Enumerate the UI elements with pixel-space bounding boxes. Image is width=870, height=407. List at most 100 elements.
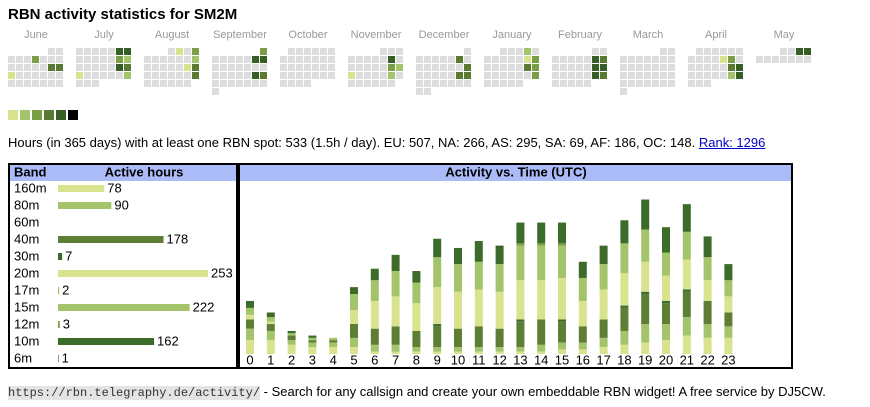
- hour-label: 7: [392, 352, 399, 367]
- day-cell: [116, 48, 123, 55]
- day-cell: [48, 56, 55, 63]
- hour-segment: [474, 351, 483, 354]
- band-hours: 178: [167, 231, 189, 246]
- day-cell: [312, 48, 319, 55]
- day-cell: [320, 48, 327, 55]
- day-cell: [124, 48, 131, 55]
- hour-segment: [308, 337, 317, 341]
- day-cell: [696, 80, 703, 87]
- day-cell: [416, 80, 423, 87]
- hour-segment: [370, 300, 379, 329]
- day-cell: [76, 80, 83, 87]
- day-cell: [620, 56, 627, 63]
- hour-segment: [433, 257, 442, 288]
- day-cell: [92, 80, 99, 87]
- day-cell: [764, 56, 771, 63]
- day-cell: [688, 56, 695, 63]
- hour-segment: [246, 328, 254, 341]
- day-cell: [728, 48, 735, 55]
- hour-segment: [246, 340, 254, 354]
- band-bar: [58, 338, 155, 345]
- hour-segment: [495, 247, 504, 265]
- hour-segment: [682, 335, 691, 354]
- month-label: February: [558, 29, 603, 41]
- hour-segment: [495, 328, 504, 348]
- band-label: 10m: [14, 333, 39, 348]
- hour-segment: [329, 340, 338, 343]
- day-cell: [372, 56, 379, 63]
- day-cell: [288, 64, 295, 71]
- day-cell: [304, 80, 311, 87]
- day-cell: [296, 56, 303, 63]
- day-cell: [288, 48, 295, 55]
- day-cell: [416, 88, 423, 95]
- day-cell: [516, 72, 523, 79]
- hour-segment: [391, 351, 400, 354]
- hour-segment: [370, 351, 379, 354]
- day-cell: [492, 64, 499, 71]
- day-cell: [84, 72, 91, 79]
- month-label: September: [213, 29, 267, 41]
- day-cell: [440, 56, 447, 63]
- day-cell: [184, 48, 191, 55]
- month-label: November: [351, 29, 402, 41]
- day-cell: [168, 56, 175, 63]
- hour-segment: [516, 245, 525, 278]
- footer-text: - Search for any callsign and create you…: [260, 384, 826, 399]
- day-cell: [464, 72, 471, 79]
- hour-segment: [350, 310, 358, 325]
- day-cell: [780, 56, 787, 63]
- day-cell: [388, 64, 395, 71]
- day-cell: [124, 64, 131, 71]
- day-cell: [184, 64, 191, 71]
- day-cell: [48, 48, 55, 55]
- hour-segment: [287, 340, 296, 345]
- month-label: December: [419, 29, 470, 41]
- hour-segment: [558, 222, 566, 244]
- day-cell: [644, 64, 651, 71]
- day-cell: [668, 80, 675, 87]
- band-hours: 162: [157, 333, 179, 348]
- footer-url: https://rbn.telegraphy.de/activity/: [8, 386, 261, 400]
- day-cell: [16, 56, 23, 63]
- day-cell: [660, 56, 667, 63]
- month-label: May: [774, 29, 795, 41]
- day-cell: [92, 48, 99, 55]
- day-cell: [804, 48, 811, 55]
- time-box: [238, 163, 793, 369]
- day-cell: [516, 56, 523, 63]
- day-cell: [348, 64, 355, 71]
- day-cell: [696, 48, 703, 55]
- hour-segment: [495, 347, 504, 352]
- rank-link[interactable]: Rank: 1296: [698, 135, 766, 150]
- hour-segment: [246, 314, 254, 320]
- day-cell: [416, 72, 423, 79]
- hour-segment: [246, 319, 254, 329]
- month-label: January: [492, 29, 532, 41]
- day-cell: [500, 48, 507, 55]
- hour-segment: [578, 261, 587, 278]
- band-bar: [58, 321, 60, 328]
- day-cell: [356, 56, 363, 63]
- day-cell: [356, 80, 363, 87]
- hour-segment: [662, 275, 670, 301]
- day-cell: [388, 56, 395, 63]
- day-cell: [652, 80, 659, 87]
- hour-segment: [454, 351, 462, 354]
- day-cell: [532, 48, 539, 55]
- day-cell: [464, 56, 471, 63]
- hour-segment: [558, 243, 566, 246]
- band-hours: 2: [62, 282, 69, 297]
- day-cell: [484, 56, 491, 63]
- band-label: 160m: [14, 180, 47, 195]
- day-cell: [228, 56, 235, 63]
- day-cell: [712, 48, 719, 55]
- day-cell: [736, 48, 743, 55]
- day-cell: [144, 72, 151, 79]
- day-cell: [576, 64, 583, 71]
- day-cell: [688, 72, 695, 79]
- day-cell: [16, 72, 23, 79]
- hour-segment: [350, 337, 358, 348]
- day-cell: [380, 64, 387, 71]
- day-cell: [508, 56, 515, 63]
